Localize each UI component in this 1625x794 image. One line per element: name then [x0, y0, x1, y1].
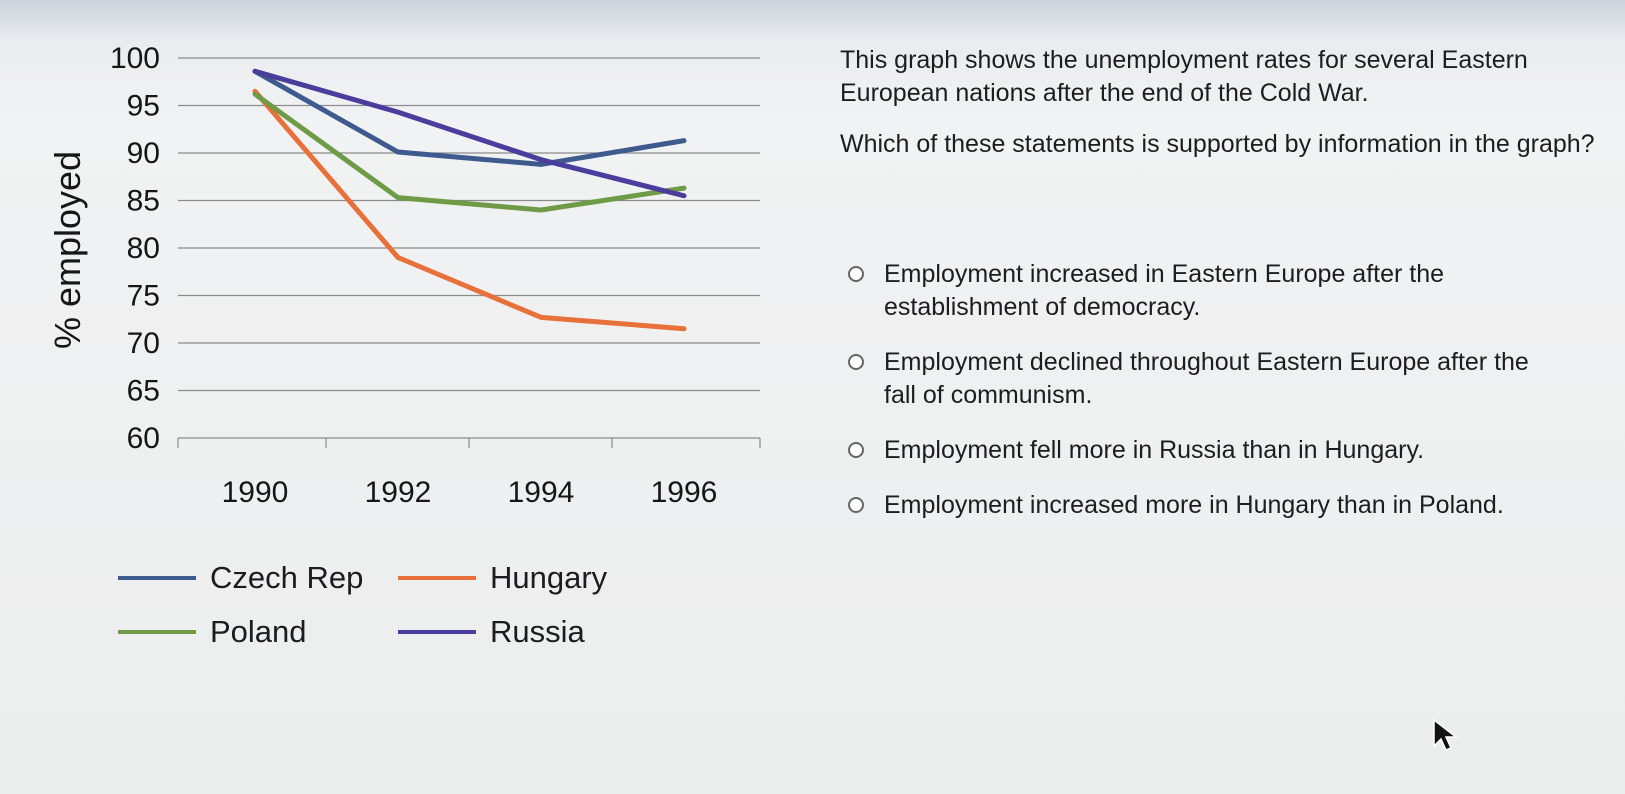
y-axis-tick-labels: 100 95 90 85 80 75 70 65 60	[110, 42, 160, 455]
legend-label-hungary: Hungary	[490, 560, 608, 595]
question-prompt: Which of these statements is supported b…	[840, 130, 1595, 158]
y-tick-label: 95	[127, 90, 160, 123]
legend-item-hungary: Hungary	[398, 560, 607, 596]
radio-unselected-icon[interactable]	[848, 497, 864, 513]
answer-option-label: Employment fell more in Russia than in H…	[884, 436, 1425, 464]
chart-series-lines	[252, 68, 687, 332]
answer-option-4[interactable]: Employment increased more in Hungary tha…	[848, 489, 1588, 522]
y-axis-label: % employed	[47, 151, 88, 349]
legend-label-poland: Poland	[210, 614, 307, 649]
legend-label-russia: Russia	[490, 614, 585, 649]
series-line-hungary	[252, 88, 687, 332]
radio-unselected-icon[interactable]	[848, 354, 864, 370]
question-intro: This graph shows the unemployment rates …	[840, 46, 1528, 107]
y-tick-label: 60	[127, 422, 160, 455]
chart-legend: Czech Rep Hungary Poland Russia	[118, 560, 678, 680]
answer-option-3[interactable]: Employment fell more in Russia than in H…	[848, 434, 1588, 467]
series-line-czech-rep	[252, 68, 687, 167]
x-tick-label: 1992	[365, 476, 432, 509]
y-tick-label: 90	[127, 137, 160, 170]
answer-option-label: Employment increased more in Hungary tha…	[884, 491, 1504, 519]
line-chart: 100 95 90 85 80 75 70 65 60 1990 1992 1994 1996 % e…	[47, 42, 761, 509]
y-tick-label: 100	[110, 42, 160, 75]
x-tick-label: 1996	[651, 476, 718, 509]
y-tick-label: 80	[127, 232, 160, 265]
legend-label-czech-rep: Czech Rep	[210, 560, 364, 595]
answer-option-label: Employment declined throughout Eastern E…	[884, 348, 1529, 409]
series-line-poland	[252, 91, 687, 213]
legend-swatch-russia	[398, 630, 476, 634]
chart-gridlines	[177, 57, 761, 448]
answer-option-label: Employment increased in Eastern Europe a…	[884, 260, 1445, 321]
radio-unselected-icon[interactable]	[848, 266, 864, 282]
series-line-russia	[252, 68, 687, 199]
answer-option-2[interactable]: Employment declined throughout Eastern E…	[848, 346, 1588, 412]
mouse-pointer-icon	[1433, 718, 1459, 751]
y-tick-label: 85	[127, 185, 160, 218]
legend-swatch-poland	[118, 630, 196, 634]
y-tick-label: 75	[127, 280, 160, 313]
x-tick-label: 1994	[508, 476, 575, 509]
legend-swatch-hungary	[398, 576, 476, 580]
y-tick-label: 70	[127, 327, 160, 360]
legend-item-poland: Poland	[118, 614, 307, 650]
x-tick-label: 1990	[222, 476, 289, 509]
radio-unselected-icon[interactable]	[848, 442, 864, 458]
answer-options: Employment increased in Eastern Europe a…	[848, 258, 1588, 544]
answer-option-1[interactable]: Employment increased in Eastern Europe a…	[848, 258, 1588, 324]
question-text-block: This graph shows the unemployment rates …	[840, 44, 1600, 161]
legend-item-russia: Russia	[398, 614, 585, 650]
legend-item-czech-rep: Czech Rep	[118, 560, 363, 596]
y-tick-label: 65	[127, 375, 160, 408]
x-axis-tick-labels: 1990 1992 1994 1996	[222, 476, 718, 509]
legend-swatch-czech-rep	[118, 576, 196, 580]
